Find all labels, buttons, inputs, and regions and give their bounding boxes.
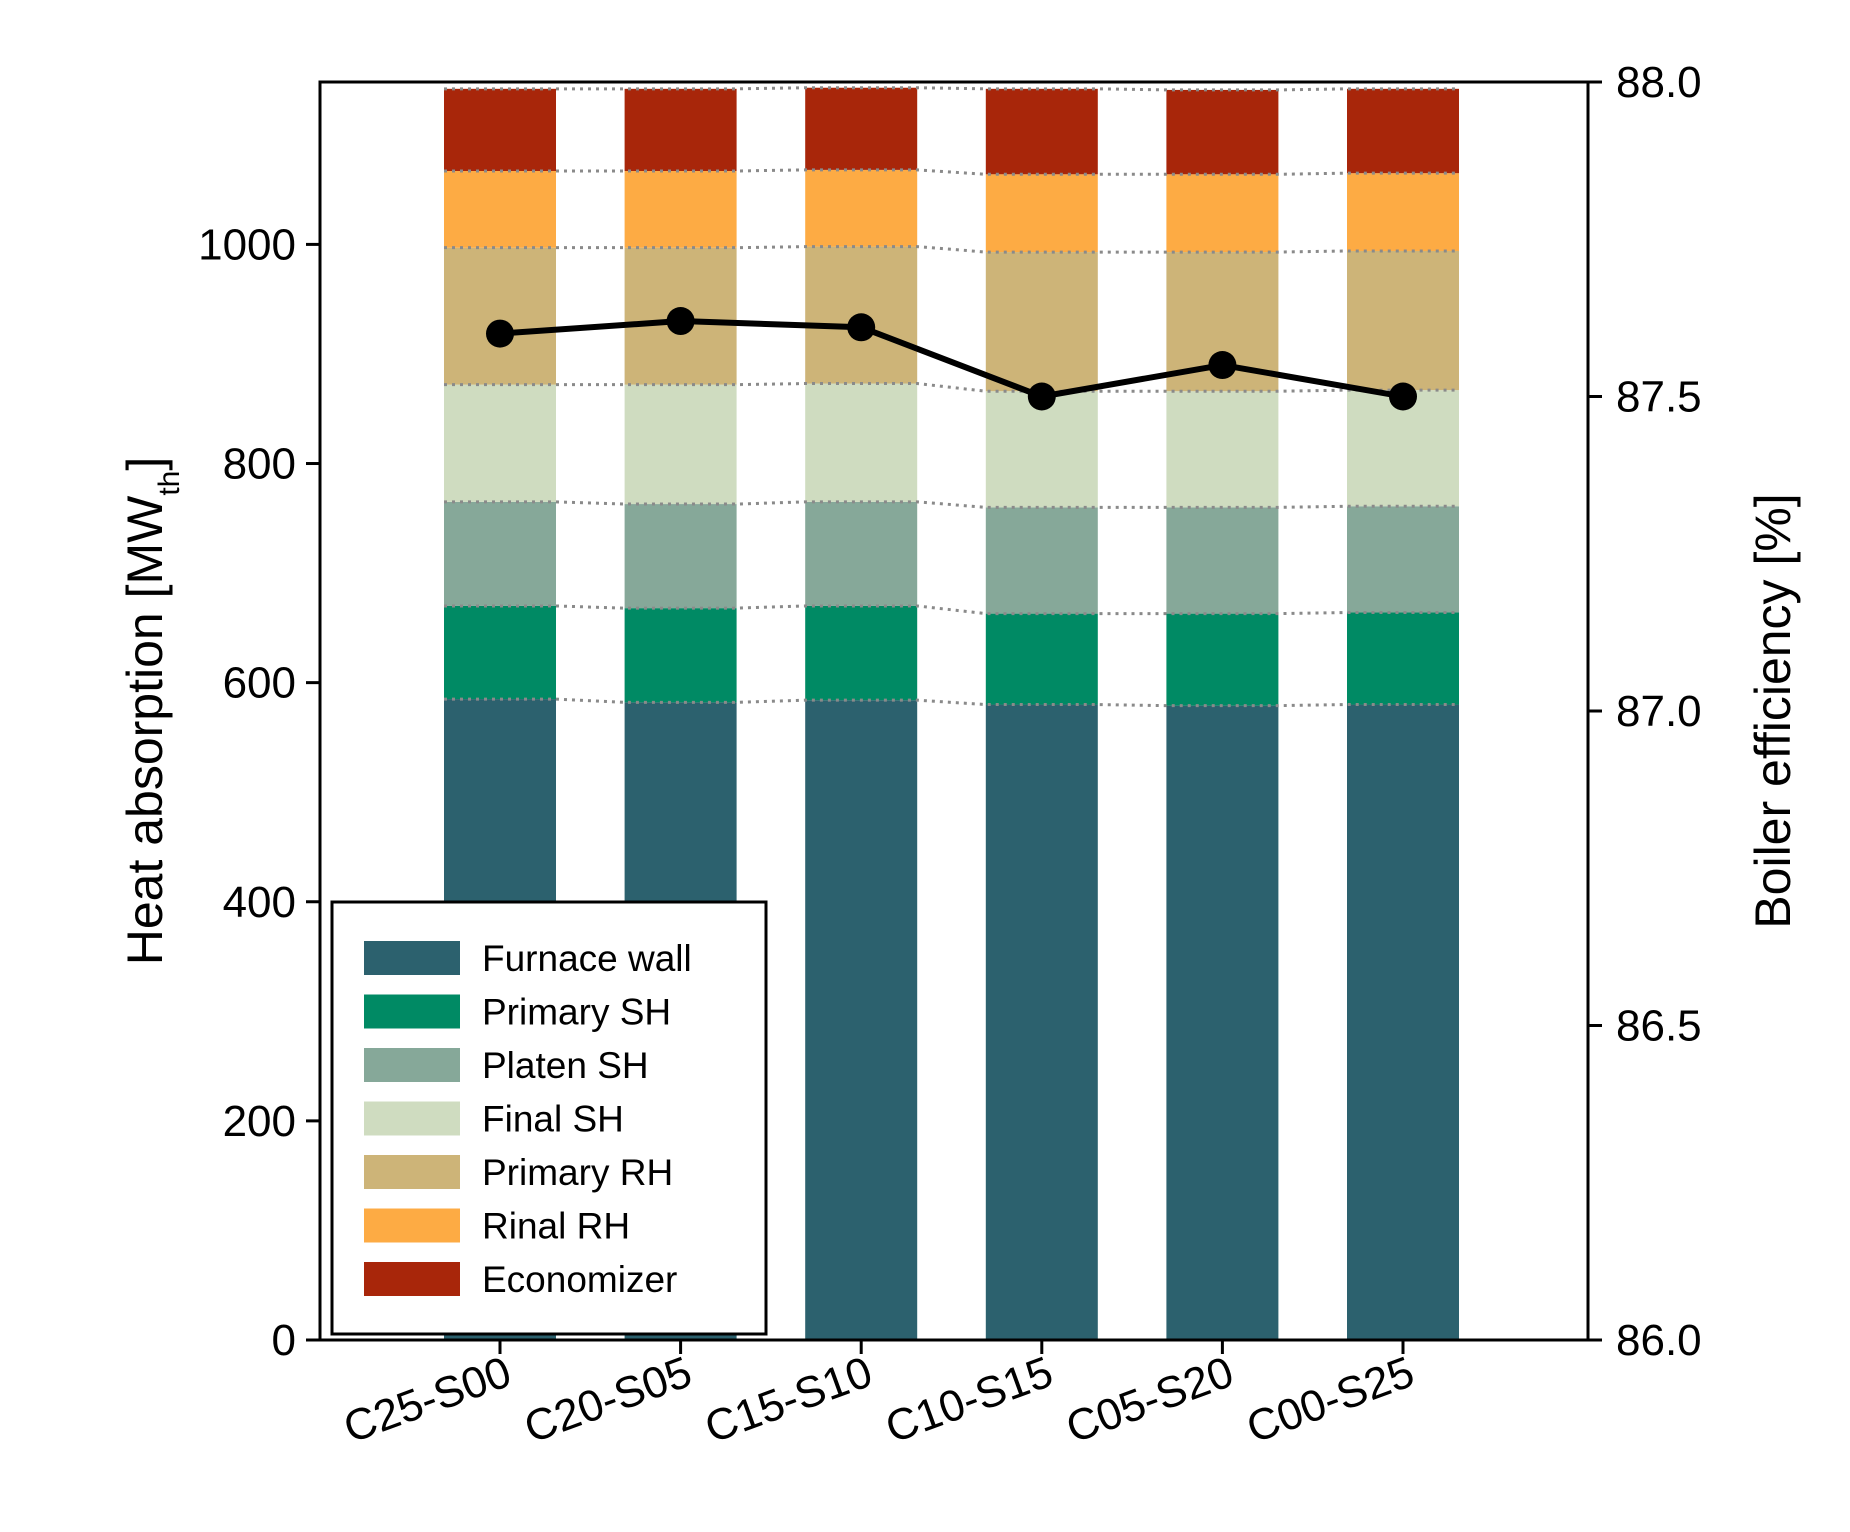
bar-economizer-c10-s15 [985, 88, 1098, 175]
bar-platen-sh-c15-s10 [805, 501, 918, 606]
efficiency-polyline [499, 318, 1404, 400]
efficiency-line [486, 307, 1417, 411]
y-tick-label-200: 200 [223, 1097, 296, 1146]
y-axis-title-main: Heat absorption [MW [117, 495, 173, 965]
y-tick-label-0: 0 [272, 1316, 296, 1365]
bar-economizer-c00-s25 [1347, 88, 1459, 174]
y2-tick-label-88.0: 88.0 [1616, 58, 1702, 107]
bar-economizer-c25-s00 [444, 88, 556, 171]
y-axis-title-close: ] [117, 457, 173, 471]
bar-final-sh-c20-s05 [624, 384, 737, 505]
bar-primary-sh-c15-s10 [805, 605, 918, 701]
stack-connector-lines [444, 86, 1459, 708]
y-tick-label-1000: 1000 [198, 220, 296, 269]
efficiency-point-c10-s15 [1027, 382, 1056, 411]
legend-swatch-economizer [364, 1262, 460, 1296]
connector-final-sh [444, 382, 1459, 393]
bar-economizer-c20-s05 [624, 88, 737, 171]
legend-swatch-primary-sh [364, 994, 460, 1029]
bar-economizer-c15-s10 [805, 87, 918, 170]
bar-final-sh-c05-s20 [1166, 391, 1279, 508]
y2-axis-title: Boiler efficiency [%] [1745, 493, 1801, 928]
bar-economizer-c05-s20 [1166, 89, 1279, 175]
bar-primary-sh-c00-s25 [1347, 612, 1459, 705]
legend-swatch-furnace-wall [364, 941, 460, 975]
bar-furnace-wall-c05-s20 [1166, 705, 1279, 1340]
legend-label-economizer: Economizer [482, 1259, 677, 1300]
legend-swatch-rinal-rh [364, 1208, 460, 1243]
bar-platen-sh-c05-s20 [1166, 507, 1279, 614]
legend-label-furnace-wall: Furnace wall [482, 938, 692, 979]
connector-furnace-wall [444, 697, 1459, 708]
bar-furnace-wall-c10-s15 [985, 704, 1098, 1340]
efficiency-point-c00-s25 [1389, 382, 1417, 411]
x-tick-label-c05-s20: C05-S20 [1060, 1347, 1240, 1452]
bar-primary-rh-c25-s00 [444, 247, 556, 385]
connector-rinal-rh [444, 168, 1459, 176]
bar-primary-sh-c25-s00 [444, 605, 556, 700]
legend-label-rinal-rh: Rinal RH [482, 1206, 630, 1247]
bar-furnace-wall-c15-s10 [805, 700, 918, 1340]
bar-platen-sh-c20-s05 [624, 504, 737, 609]
x-tick-label-c00-s25: C00-S25 [1240, 1347, 1420, 1452]
legend: Furnace wall Primary SH Platen SH Final SH P… [330, 900, 768, 1336]
bar-final-sh-c15-s10 [805, 383, 918, 502]
bar-platen-sh-c25-s00 [444, 501, 556, 606]
y2-tick-label-87.0: 87.0 [1616, 687, 1702, 736]
connector-economizer [444, 86, 1459, 92]
connector-primary-sh [444, 604, 1459, 616]
y2-tick-label-86.5: 86.5 [1616, 1002, 1702, 1051]
legend-swatch-primary-rh [364, 1155, 460, 1189]
legend-swatch-platen-sh [364, 1048, 460, 1082]
x-tick-label-c10-s15: C10-S15 [879, 1347, 1059, 1452]
bar-rinal-rh-c15-s10 [805, 169, 918, 247]
efficiency-point-c25-s00 [486, 319, 514, 348]
bar-rinal-rh-c05-s20 [1166, 174, 1279, 253]
bar-rinal-rh-c00-s25 [1347, 173, 1459, 251]
x-tick-label-c20-s05: C20-S05 [518, 1347, 698, 1452]
y-tick-label-400: 400 [223, 878, 296, 927]
bar-primary-rh-c00-s25 [1347, 250, 1459, 391]
bar-platen-sh-c10-s15 [985, 507, 1098, 614]
y-tick-label-800: 800 [223, 440, 296, 489]
legend-label-primary-rh: Primary RH [482, 1152, 673, 1193]
x-tick-label-c25-s00: C25-S00 [337, 1347, 517, 1452]
connector-primary-rh [444, 245, 1459, 254]
bar-platen-sh-c00-s25 [1347, 506, 1459, 613]
bar-final-sh-c25-s00 [444, 384, 556, 502]
efficiency-point-c20-s05 [666, 307, 695, 336]
bar-primary-sh-c20-s05 [624, 608, 737, 703]
bar-rinal-rh-c10-s15 [985, 174, 1098, 253]
legend-label-platen-sh: Platen SH [482, 1045, 649, 1086]
x-tick-label-c15-s10: C15-S10 [699, 1347, 879, 1452]
bar-primary-sh-c10-s15 [985, 613, 1098, 705]
bar-rinal-rh-c20-s05 [624, 170, 737, 248]
y-tick-label-600: 600 [223, 659, 296, 708]
y-axis-title-subscript: th [153, 471, 186, 496]
y-axis-title: Heat absorption [MWth] [117, 457, 186, 966]
connector-platen-sh [444, 500, 1459, 509]
bar-rinal-rh-c25-s00 [444, 170, 556, 248]
bar-primary-sh-c05-s20 [1166, 613, 1279, 706]
bar-primary-rh-c10-s15 [985, 252, 1098, 392]
legend-label-primary-sh: Primary SH [482, 992, 671, 1033]
efficiency-point-c15-s10 [847, 313, 876, 342]
y2-tick-label-86.0: 86.0 [1616, 1316, 1702, 1365]
legend-label-final-sh: Final SH [482, 1099, 624, 1140]
efficiency-point-c05-s20 [1208, 351, 1237, 380]
bar-final-sh-c10-s15 [985, 391, 1098, 508]
legend-swatch-final-sh [364, 1101, 460, 1136]
y2-tick-label-87.5: 87.5 [1616, 373, 1702, 422]
bar-furnace-wall-c00-s25 [1347, 704, 1459, 1340]
